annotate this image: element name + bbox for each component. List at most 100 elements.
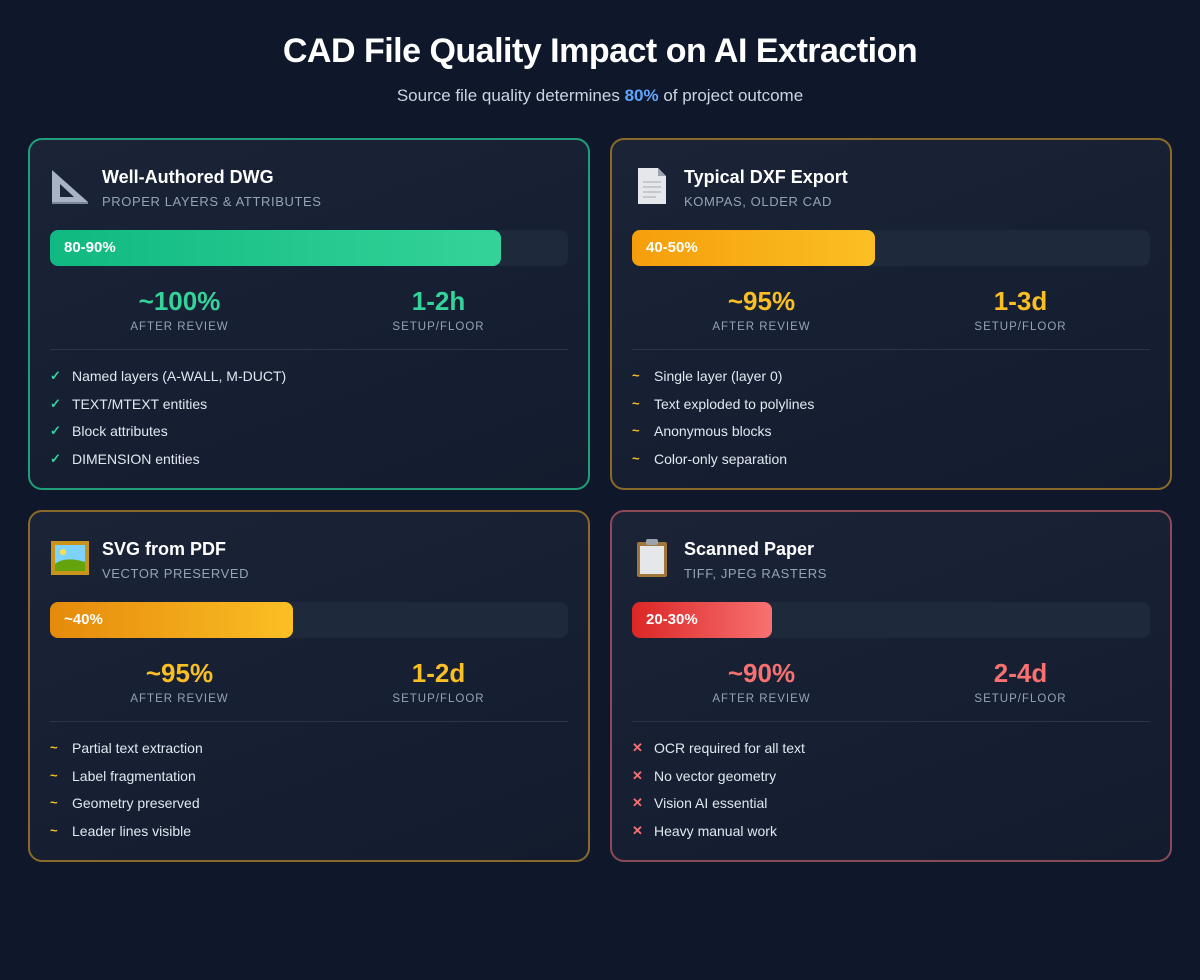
accuracy-stat: ~95% AFTER REVIEW — [50, 658, 309, 705]
extraction-rate-fill: ~40% — [50, 602, 294, 638]
card-subtitle: TIFF, JPEG RASTERS — [684, 566, 827, 581]
tilde-icon: ~ — [50, 823, 58, 839]
list-item: ~ Single layer (layer 0) — [632, 368, 814, 396]
list-item-text: Heavy manual work — [654, 823, 777, 840]
list-item: ~ Label fragmentation — [50, 768, 203, 796]
setup-value: 1-2d — [411, 658, 466, 688]
list-item: ~ Color-only separation — [632, 451, 814, 479]
tilde-icon: ~ — [50, 740, 58, 755]
divider — [632, 721, 1150, 722]
list-item-text: Partial text extraction — [72, 740, 203, 756]
card-scanned-paper: Scanned Paper TIFF, JPEG RASTERS 20-30% … — [610, 510, 1172, 862]
list-item-text: No vector geometry — [654, 767, 777, 784]
tilde-icon: ~ — [632, 451, 640, 467]
extraction-rate-bar: ~40% — [50, 602, 568, 638]
feature-list: ~ Single layer (layer 0) ~ Text exploded to… — [632, 368, 814, 479]
divider — [50, 349, 568, 350]
subtitle-highlight: 80% — [624, 86, 659, 105]
list-item: ~ Text exploded to polylines — [632, 396, 814, 424]
setup-stat: 1-3d SETUP/FLOOR — [891, 286, 1150, 333]
list-item: ✕ No vector geometry — [632, 768, 805, 796]
setup-label: SETUP/FLOOR — [392, 693, 485, 705]
cross-icon: ✕ — [632, 823, 643, 839]
tilde-icon: ~ — [632, 368, 640, 383]
card-well-authored-dwg: Well-Authored DWG PROPER LAYERS & ATTRIB… — [28, 138, 590, 490]
extraction-rate-label: 40-50% — [646, 239, 698, 256]
card-svg-from-pdf: SVG from PDF VECTOR PRESERVED ~40% ~95% A… — [28, 510, 590, 862]
cross-icon: ✕ — [632, 767, 643, 783]
accuracy-stat: ~100% AFTER REVIEW — [50, 286, 309, 333]
list-item-text: TEXT/MTEXT entities — [72, 395, 208, 412]
list-item-text: Leader lines visible — [72, 823, 192, 840]
list-item-text: Color-only separation — [654, 451, 788, 468]
framed-picture-icon — [50, 538, 90, 578]
accuracy-stat: ~90% AFTER REVIEW — [632, 658, 891, 705]
accuracy-label: AFTER REVIEW — [130, 321, 229, 333]
tilde-icon: ~ — [50, 767, 58, 783]
setup-stat: 1-2d SETUP/FLOOR — [309, 658, 568, 705]
setup-value: 1-2h — [411, 286, 466, 316]
extraction-rate-bar: 80-90% — [50, 230, 568, 266]
card-title: SVG from PDF — [102, 539, 227, 559]
card-subtitle: KOMPAS, OLDER CAD — [684, 194, 832, 209]
setup-label: SETUP/FLOOR — [392, 321, 485, 333]
accuracy-value: ~100% — [138, 286, 221, 316]
feature-list: ✓ Named layers (A-WALL, M-DUCT) ✓ TEXT/MTEX… — [50, 368, 286, 479]
triangle-ruler-icon — [50, 166, 90, 206]
check-icon: ✓ — [50, 423, 61, 439]
cross-icon: ✕ — [632, 795, 643, 811]
tilde-icon: ~ — [50, 795, 58, 811]
list-item: ✕ OCR required for all text — [632, 740, 805, 768]
list-item-text: OCR required for all text — [654, 740, 805, 756]
tilde-icon: ~ — [632, 423, 640, 439]
card-subtitle: VECTOR PRESERVED — [102, 566, 250, 581]
page-title: CAD File Quality Impact on AI Extraction — [282, 32, 918, 70]
list-item-text: Anonymous blocks — [654, 423, 772, 440]
extraction-rate-bar: 40-50% — [632, 230, 1150, 266]
card-title: Typical DXF Export — [684, 167, 848, 187]
card-title: Scanned Paper — [684, 539, 815, 559]
extraction-rate-bar: 20-30% — [632, 602, 1150, 638]
extraction-rate-label: 80-90% — [64, 239, 116, 256]
setup-value: 1-3d — [993, 286, 1048, 316]
setup-stat: 1-2h SETUP/FLOOR — [309, 286, 568, 333]
accuracy-value: ~95% — [727, 286, 796, 316]
list-item: ✓ Block attributes — [50, 423, 286, 451]
accuracy-value: ~95% — [145, 658, 214, 688]
setup-stat: 2-4d SETUP/FLOOR — [891, 658, 1150, 705]
extraction-rate-fill: 40-50% — [632, 230, 876, 266]
accuracy-value: ~90% — [727, 658, 796, 688]
feature-list: ~ Partial text extraction ~ Label fragmenta… — [50, 740, 203, 851]
list-item: ✓ Named layers (A-WALL, M-DUCT) — [50, 368, 286, 396]
card-subtitle: PROPER LAYERS & ATTRIBUTES — [102, 194, 322, 209]
list-item: ~ Geometry preserved — [50, 795, 203, 823]
list-item-text: DIMENSION entities — [72, 451, 200, 468]
setup-value: 2-4d — [993, 658, 1048, 688]
extraction-rate-fill: 20-30% — [632, 602, 772, 638]
check-icon: ✓ — [50, 368, 61, 383]
list-item: ~ Leader lines visible — [50, 823, 203, 851]
list-item-text: Named layers (A-WALL, M-DUCT) — [72, 368, 287, 384]
feature-list: ✕ OCR required for all text ✕ No vector geo… — [632, 740, 805, 851]
list-item: ✕ Vision AI essential — [632, 795, 805, 823]
list-item-text: Text exploded to polylines — [654, 395, 815, 412]
list-item: ✓ DIMENSION entities — [50, 451, 286, 479]
list-item-text: Vision AI essential — [654, 795, 768, 812]
list-item-text: Geometry preserved — [72, 795, 200, 812]
check-icon: ✓ — [50, 395, 61, 411]
list-item-text: Block attributes — [72, 423, 168, 440]
list-item: ~ Partial text extraction — [50, 740, 203, 768]
accuracy-label: AFTER REVIEW — [712, 693, 811, 705]
check-icon: ✓ — [50, 451, 61, 467]
cross-icon: ✕ — [632, 740, 643, 755]
page-subtitle: Source file quality determines 80% of pr… — [396, 86, 804, 105]
list-item-text: Label fragmentation — [72, 767, 196, 784]
list-item: ~ Anonymous blocks — [632, 423, 814, 451]
card-title: Well-Authored DWG — [102, 167, 274, 187]
extraction-rate-label: 20-30% — [646, 611, 698, 628]
card-typical-dxf-export: Typical DXF Export KOMPAS, OLDER CAD 40-… — [610, 138, 1172, 490]
document-icon — [632, 166, 672, 206]
divider — [632, 349, 1150, 350]
accuracy-label: AFTER REVIEW — [712, 321, 811, 333]
setup-label: SETUP/FLOOR — [974, 693, 1067, 705]
